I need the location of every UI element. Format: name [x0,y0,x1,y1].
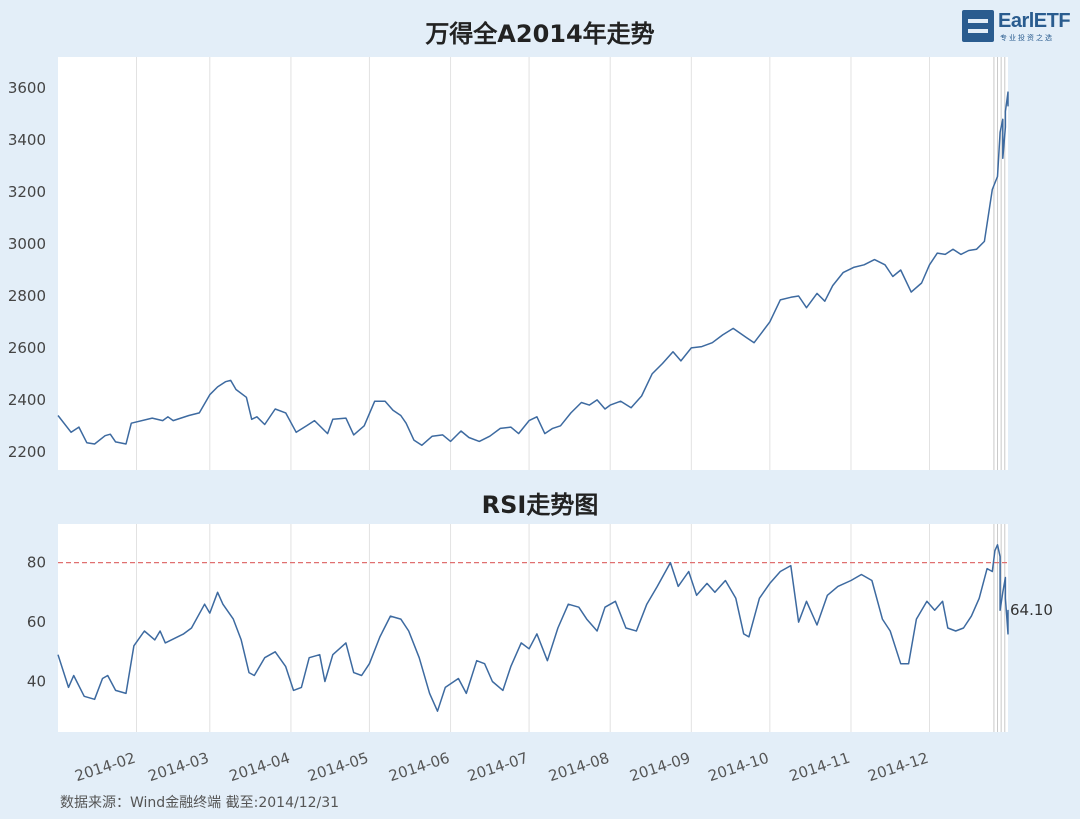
rsi-y-tick-40: 40 [27,672,46,690]
x-tick-2014-02: 2014-02 [73,749,138,785]
logo-text: EarlETF [998,10,1071,32]
x-tick-2014-08: 2014-08 [546,749,611,785]
x-tick-2014-12: 2014-12 [866,749,931,785]
main-chart-title: 万得全A2014年走势 [425,20,655,48]
x-tick-2014-10: 2014-10 [706,749,771,785]
logo-subtitle: 专业投资之选 [1000,34,1054,42]
x-tick-2014-11: 2014-11 [787,749,852,785]
data-source-note: 数据来源：Wind金融终端 截至:2014/12/31 [60,795,340,811]
x-tick-2014-06: 2014-06 [387,749,452,785]
x-tick-2014-05: 2014-05 [305,749,370,785]
rsi-y-tick-60: 60 [27,613,46,631]
rsi-plot-area [58,524,1008,732]
rsi-chart-title: RSI走势图 [481,491,599,519]
price-y-tick-3400: 3400 [8,131,46,149]
price-y-tick-2800: 2800 [8,287,46,305]
price-y-tick-3600: 3600 [8,79,46,97]
rsi-last-value-label: 64.10 [1010,601,1053,619]
price-y-tick-3200: 3200 [8,183,46,201]
price-y-tick-2200: 2200 [8,443,46,461]
price-y-tick-2600: 2600 [8,339,46,357]
x-tick-2014-09: 2014-09 [627,749,692,785]
logo-mark-icon [962,10,994,42]
price-y-tick-2400: 2400 [8,391,46,409]
brand-logo: EarlETF 专业投资之选 [962,8,1072,44]
price-plot-area [58,57,1008,470]
x-tick-2014-04: 2014-04 [227,749,292,785]
x-tick-2014-07: 2014-07 [465,749,530,785]
price-series-line [57,91,1009,447]
rsi-series-line [57,544,1009,712]
x-tick-2014-03: 2014-03 [146,749,211,785]
price-y-tick-3000: 3000 [8,235,46,253]
rsi-y-tick-80: 80 [27,554,46,572]
